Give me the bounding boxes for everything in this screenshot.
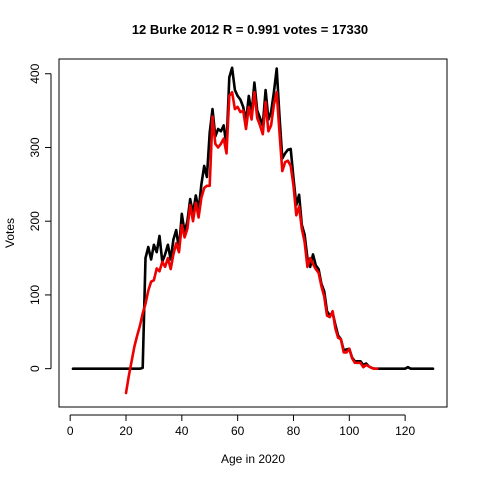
x-tick-label: 80 (287, 424, 301, 438)
y-tick-label: 0 (28, 365, 42, 372)
y-tick-label: 100 (28, 285, 42, 305)
x-tick-label: 40 (175, 424, 189, 438)
y-tick-label: 400 (28, 63, 42, 83)
y-axis-label: Votes (3, 218, 17, 248)
x-tick-label: 60 (231, 424, 245, 438)
y-tick-label: 200 (28, 211, 42, 231)
x-tick-label: 120 (395, 424, 415, 438)
x-tick-label: 100 (339, 424, 359, 438)
x-axis: 0 20 40 60 80 100 120 (67, 414, 415, 438)
x-tick-label: 0 (67, 424, 74, 438)
x-axis-label: Age in 2020 (221, 452, 285, 466)
plot-frame (58, 58, 448, 408)
series-line-2 (124, 90, 379, 395)
x-tick-label: 20 (119, 424, 133, 438)
plot-lines (71, 66, 435, 395)
y-tick-label: 300 (28, 137, 42, 157)
y-axis: 0 100 200 300 400 (28, 63, 52, 372)
chart-title: 12 Burke 2012 R = 0.991 votes = 17330 (132, 22, 368, 37)
